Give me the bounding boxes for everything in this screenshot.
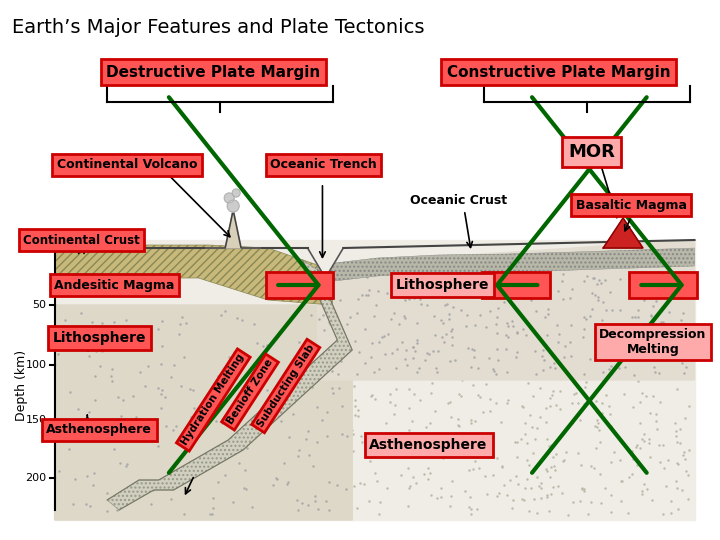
Text: Destructive Plate Margin: Destructive Plate Margin — [106, 64, 320, 79]
Text: 150: 150 — [26, 415, 47, 425]
Text: Lithosphere: Lithosphere — [53, 331, 146, 345]
Text: Basaltic Magma: Basaltic Magma — [575, 199, 687, 212]
Circle shape — [228, 200, 239, 212]
Text: Earth’s Major Features and Plate Tectonics: Earth’s Major Features and Plate Tectoni… — [12, 18, 424, 37]
Polygon shape — [55, 245, 333, 305]
Text: 0: 0 — [40, 243, 47, 253]
Text: Benioff Zone: Benioff Zone — [225, 357, 275, 427]
Polygon shape — [307, 248, 343, 278]
Text: Subducting Slab: Subducting Slab — [256, 343, 316, 429]
Text: Oceanic Crust: Oceanic Crust — [410, 193, 507, 206]
Text: Continental Crust: Continental Crust — [23, 233, 140, 246]
Polygon shape — [603, 218, 643, 248]
Text: 200: 200 — [25, 473, 47, 483]
Text: Depth (km): Depth (km) — [15, 349, 28, 421]
Text: Lithosphere: Lithosphere — [396, 278, 490, 292]
Text: Oceanic Trench: Oceanic Trench — [270, 159, 377, 172]
FancyBboxPatch shape — [629, 272, 696, 298]
Polygon shape — [107, 260, 352, 510]
Text: Constructive Plate Margin: Constructive Plate Margin — [447, 64, 670, 79]
Polygon shape — [318, 240, 695, 380]
Text: Decompression
Melting: Decompression Melting — [599, 328, 706, 356]
Polygon shape — [55, 305, 352, 520]
Text: MOR: MOR — [568, 143, 615, 161]
Text: 100: 100 — [26, 360, 47, 370]
Text: Continental Volcano: Continental Volcano — [57, 159, 197, 172]
Polygon shape — [318, 248, 695, 283]
FancyBboxPatch shape — [482, 272, 549, 298]
Text: Asthenosphere: Asthenosphere — [369, 438, 488, 452]
Text: Hydration Melting: Hydration Melting — [180, 353, 246, 448]
Text: Asthenosphere: Asthenosphere — [46, 423, 152, 436]
Circle shape — [224, 193, 234, 203]
Text: Andesitic Magma: Andesitic Magma — [54, 279, 174, 292]
Polygon shape — [55, 240, 695, 520]
FancyBboxPatch shape — [266, 272, 333, 298]
Text: 50: 50 — [32, 300, 47, 310]
Polygon shape — [205, 210, 261, 248]
Circle shape — [232, 189, 240, 197]
